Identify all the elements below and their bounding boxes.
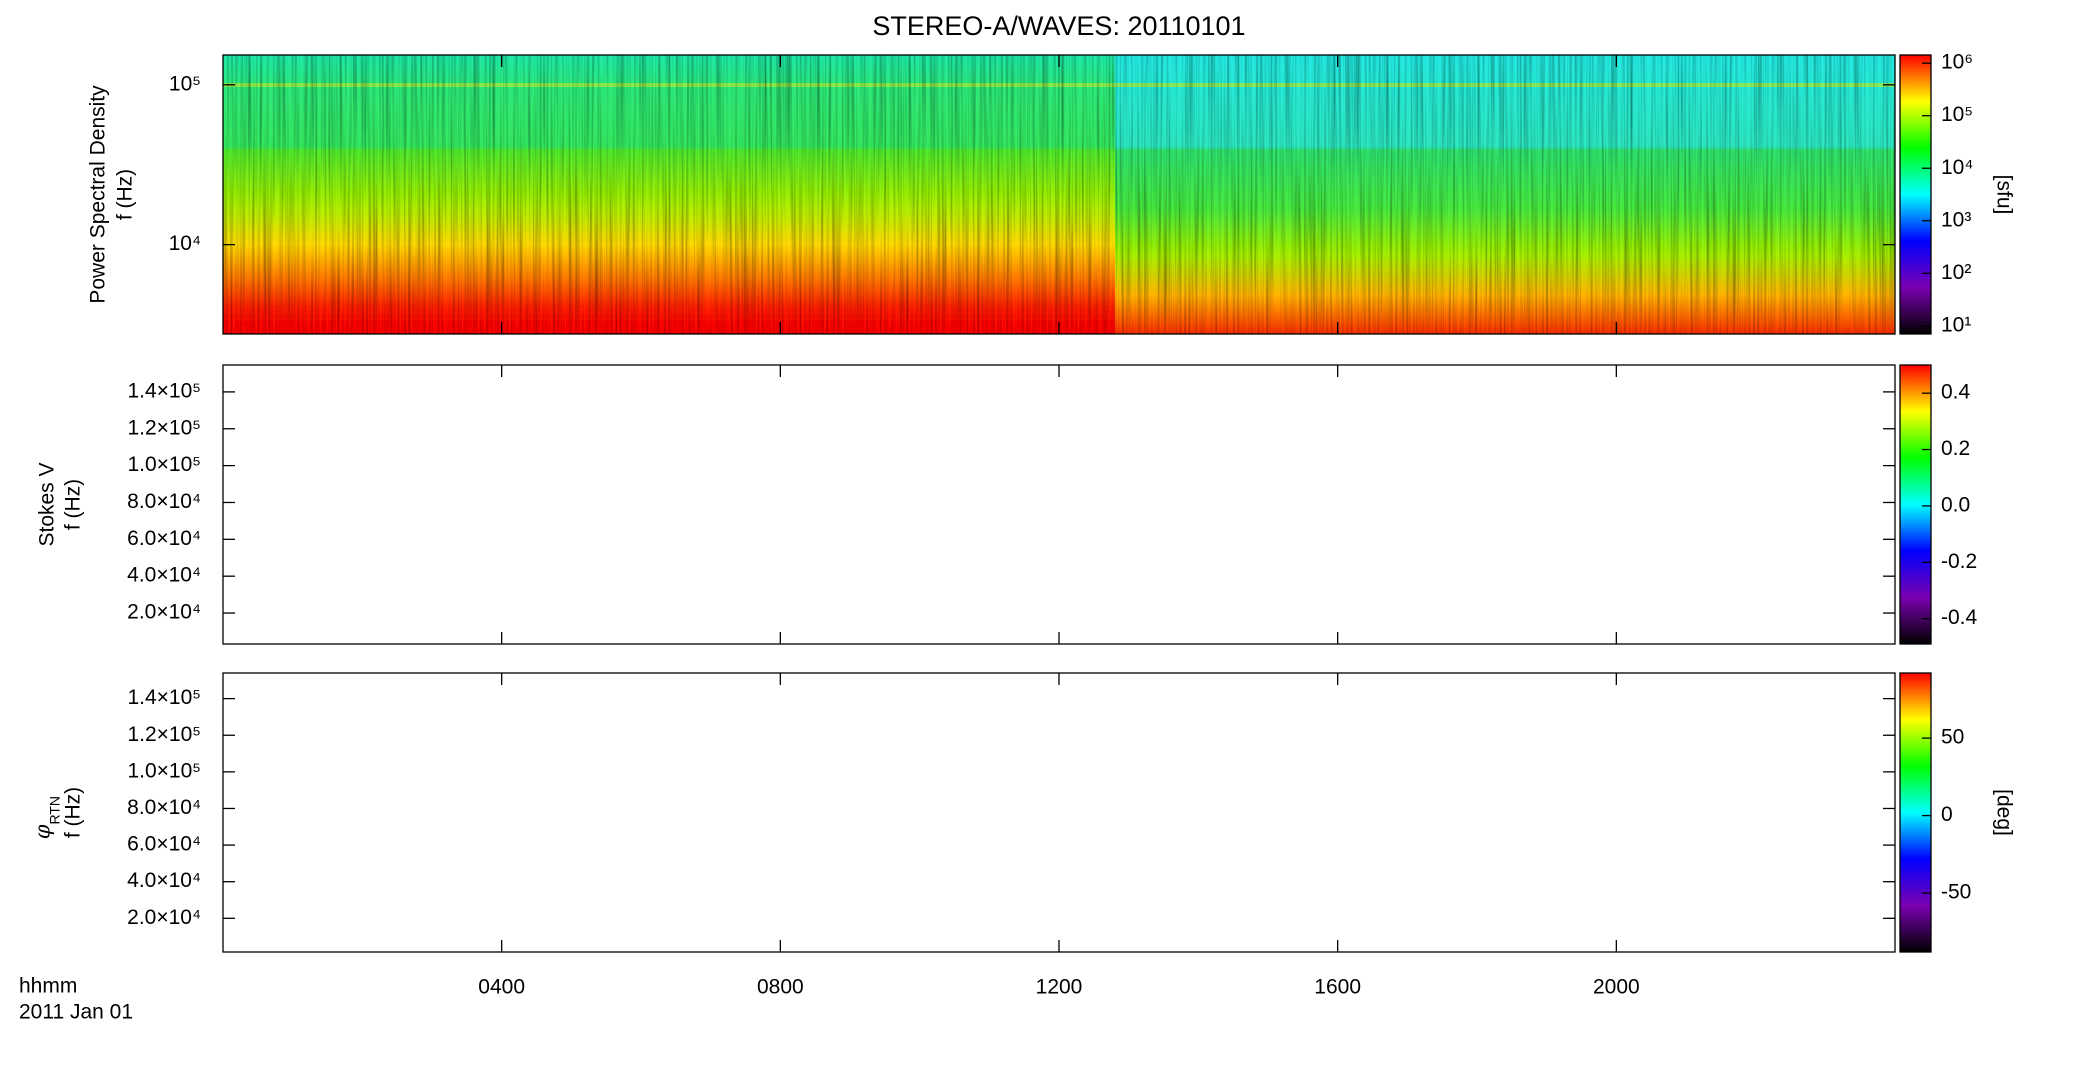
y-tick-label: 6.0×10⁴ <box>127 527 201 550</box>
y-tick-label: 1.2×10⁵ <box>127 416 201 439</box>
y-tick-label: 1.0×10⁵ <box>127 453 201 476</box>
y-tick-label: 2.0×10⁴ <box>127 601 201 624</box>
x-tick-label: 0400 <box>478 976 525 999</box>
y-tick-label: 10⁴ <box>169 232 201 255</box>
y-tick-label: 4.0×10⁴ <box>127 564 201 587</box>
x-tick-label: 1200 <box>1036 976 1083 999</box>
y-axis-label: Stokes V <box>36 462 59 546</box>
date-label: 2011 Jan 01 <box>19 1001 133 1024</box>
colorbar-tick-label: 10⁴ <box>1941 156 1973 179</box>
plot-frame <box>222 364 1896 645</box>
colorbar <box>1899 672 1932 953</box>
y-tick-label: 8.0×10⁴ <box>127 490 201 513</box>
x-tick-label: 0800 <box>757 976 804 999</box>
y-axis-unit: f (Hz) <box>114 169 137 220</box>
y-axis-unit: f (Hz) <box>62 479 85 530</box>
y-tick-label: 8.0×10⁴ <box>127 796 201 819</box>
y-axis-label-sub: RTN <box>47 796 63 825</box>
colorbar-tick-label: -50 <box>1941 881 1971 904</box>
colorbar-tick-label: -0.4 <box>1941 606 1978 629</box>
colorbar-tick-label: 10⁶ <box>1941 51 1973 74</box>
y-tick-label: 1.4×10⁵ <box>127 686 201 709</box>
colorbar-tick-label: 0.4 <box>1941 381 1971 404</box>
colorbar-tick-label: 10⁵ <box>1941 103 1973 126</box>
colorbar <box>1899 364 1932 645</box>
x-tick-label: 2000 <box>1593 976 1640 999</box>
colorbar-tick-label: 10¹ <box>1941 313 1971 336</box>
y-axis-label-group: Stokes V <box>36 462 59 546</box>
colorbar-tick-label: 0 <box>1941 803 1953 826</box>
colorbar-tick-label: 10² <box>1941 261 1971 284</box>
y-axis-label: Power Spectral Density <box>87 85 110 304</box>
y-tick-label: 10⁵ <box>169 72 201 95</box>
colorbar-tick-label: 0.0 <box>1941 493 1970 516</box>
chart-title: STEREO-A/WAVES: 20110101 <box>872 11 1245 41</box>
y-tick-label: 6.0×10⁴ <box>127 833 201 856</box>
y-axis-label: φ <box>31 824 55 839</box>
colorbar-tick-label: 10³ <box>1941 208 1971 231</box>
colorbar-tick-label: 0.2 <box>1941 437 1970 460</box>
colorbar-label: [deg] <box>1992 789 2015 836</box>
y-tick-label: 1.0×10⁵ <box>127 759 201 782</box>
y-tick-label: 1.4×10⁵ <box>127 379 201 402</box>
colorbar-tick-label: 50 <box>1941 726 1964 749</box>
y-tick-label: 2.0×10⁴ <box>127 906 201 929</box>
x-axis-label: hhmm <box>19 975 77 998</box>
colorbar <box>1899 54 1932 335</box>
colorbar-tick-label: -0.2 <box>1941 550 1977 573</box>
plot-frame <box>222 672 1896 953</box>
colorbar-label: [sfu] <box>1992 175 2015 215</box>
spectrogram-image <box>223 55 1895 334</box>
y-tick-label: 4.0×10⁴ <box>127 869 201 892</box>
x-tick-label: 1600 <box>1314 976 1361 999</box>
y-axis-unit: f (Hz) <box>62 787 85 838</box>
y-tick-label: 1.2×10⁵ <box>127 723 201 746</box>
